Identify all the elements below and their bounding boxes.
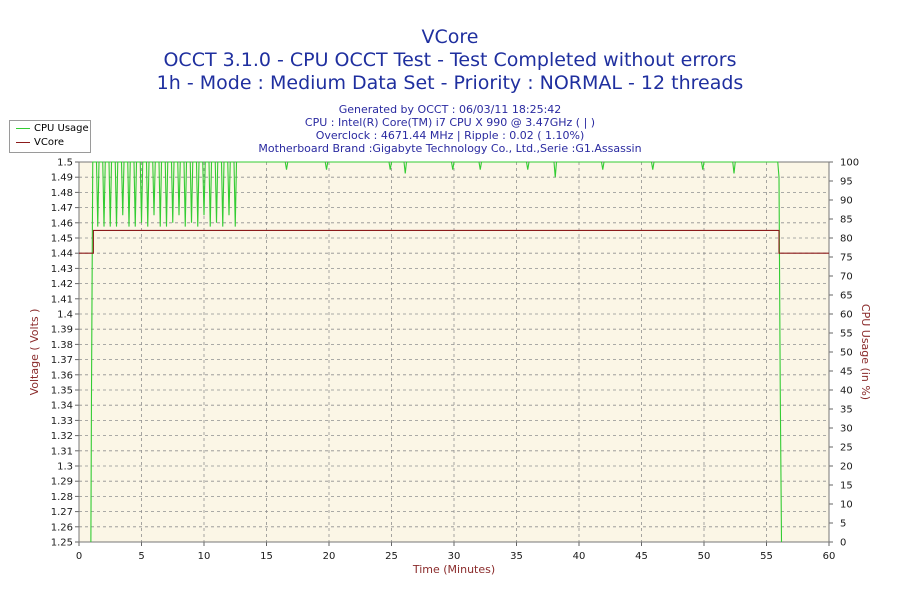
y-right-tick-label: 45 — [840, 367, 853, 378]
y-left-tick-label: 1.28 — [51, 492, 73, 503]
y-left-tick-label: 1.43 — [51, 264, 73, 275]
y-left-tick-label: 1.48 — [51, 188, 73, 199]
y-left-tick-label: 1.26 — [51, 522, 73, 533]
y-right-tick-label: 20 — [840, 462, 853, 473]
plot-area — [79, 162, 829, 542]
x-tick-label: 50 — [698, 551, 711, 562]
x-tick-label: 30 — [448, 551, 461, 562]
y-right-axis-label: CPU Usage (in %) — [859, 304, 872, 400]
legend-item-vcore: VCore — [16, 136, 64, 150]
y-left-tick-label: 1.35 — [51, 386, 73, 397]
y-left-axis-label: Voltage ( Volts ) — [28, 309, 41, 396]
y-left-tick-label: 1.3 — [57, 462, 73, 473]
y-left-tick-label: 1.33 — [51, 416, 73, 427]
series-line-cpu-usage — [90, 161, 783, 543]
y-right-tick-label: 50 — [840, 348, 853, 359]
y-left-tick-label: 1.37 — [51, 355, 73, 366]
y-right-tick-label: 15 — [840, 481, 853, 492]
info-motherboard: Motherboard Brand :Gigabyte Technology C… — [258, 142, 642, 155]
y-right-tick-label: 75 — [840, 253, 853, 264]
info-overclock: Overclock : 4671.44 MHz | Ripple : 0.02 … — [315, 129, 585, 142]
y-left-tick-label: 1.36 — [51, 370, 73, 381]
legend-swatch-cpu-usage — [16, 127, 30, 129]
y-right-tick-label: 65 — [840, 291, 853, 302]
x-axis-label: Time (Minutes) — [412, 563, 495, 576]
x-tick-label: 40 — [573, 551, 586, 562]
y-right-tick-label: 35 — [840, 405, 853, 416]
y-left-tick-label: 1.38 — [51, 340, 73, 351]
y-left-tick-label: 1.47 — [51, 203, 73, 214]
y-left-tick-label: 1.49 — [51, 173, 73, 184]
y-right-tick-label: 10 — [840, 500, 853, 511]
y-right-tick-label: 30 — [840, 424, 853, 435]
chart-title: VCore — [421, 26, 479, 48]
y-right-tick-label: 70 — [840, 272, 853, 283]
x-tick-label: 35 — [510, 551, 523, 562]
y-right-tick-label: 100 — [840, 158, 859, 169]
y-left-tick-label: 1.25 — [51, 538, 73, 549]
x-tick-label: 5 — [138, 551, 144, 562]
y-left-tick-label: 1.39 — [51, 325, 73, 336]
info-cpu: CPU : Intel(R) Core(TM) i7 CPU X 990 @ 3… — [304, 116, 596, 129]
y-left-tick-label: 1.29 — [51, 477, 73, 488]
y-right-tick-label: 85 — [840, 215, 853, 226]
legend-swatch-vcore — [16, 141, 30, 143]
series-line-vcore — [79, 229, 829, 254]
y-left-tick-label: 1.46 — [51, 218, 73, 229]
y-left-tick-label: 1.42 — [51, 279, 73, 290]
x-tick-label: 20 — [323, 551, 336, 562]
x-tick-label: 45 — [635, 551, 648, 562]
y-left-tick-label: 1.4 — [57, 310, 73, 321]
info-generated: Generated by OCCT : 06/03/11 18:25:42 — [338, 103, 562, 116]
legend-label-vcore: VCore — [34, 137, 64, 148]
chart-legend: CPU Usage VCore — [9, 120, 91, 153]
y-right-tick-label: 0 — [840, 538, 846, 549]
y-right-tick-label: 60 — [840, 310, 853, 321]
y-right-tick-label: 40 — [840, 386, 853, 397]
x-tick-label: 15 — [260, 551, 273, 562]
y-right-tick-label: 80 — [840, 234, 853, 245]
chart-subtitle-1: OCCT 3.1.0 - CPU OCCT Test - Test Comple… — [163, 49, 737, 71]
y-left-tick-label: 1.27 — [51, 507, 73, 518]
legend-item-cpu-usage: CPU Usage — [16, 122, 89, 136]
y-left-tick-label: 1.45 — [51, 234, 73, 245]
y-left-tick-label: 1.44 — [51, 249, 73, 260]
x-tick-label: 25 — [385, 551, 398, 562]
y-left-tick-label: 1.31 — [51, 446, 73, 457]
x-tick-label: 0 — [76, 551, 82, 562]
y-left-tick-label: 1.32 — [51, 431, 73, 442]
y-right-tick-label: 55 — [840, 329, 853, 340]
y-left-tick-label: 1.34 — [51, 401, 73, 412]
y-right-tick-label: 25 — [840, 443, 853, 454]
x-tick-label: 60 — [823, 551, 836, 562]
y-left-tick-label: 1.5 — [57, 158, 73, 169]
legend-label-cpu-usage: CPU Usage — [34, 123, 89, 134]
chart-subtitle-2: 1h - Mode : Medium Data Set - Priority :… — [156, 72, 744, 94]
y-right-tick-label: 90 — [840, 196, 853, 207]
x-tick-label: 10 — [198, 551, 211, 562]
y-left-tick-label: 1.41 — [51, 294, 73, 305]
y-right-tick-label: 5 — [840, 519, 846, 530]
y-right-tick-label: 95 — [840, 177, 853, 188]
x-tick-label: 55 — [760, 551, 773, 562]
